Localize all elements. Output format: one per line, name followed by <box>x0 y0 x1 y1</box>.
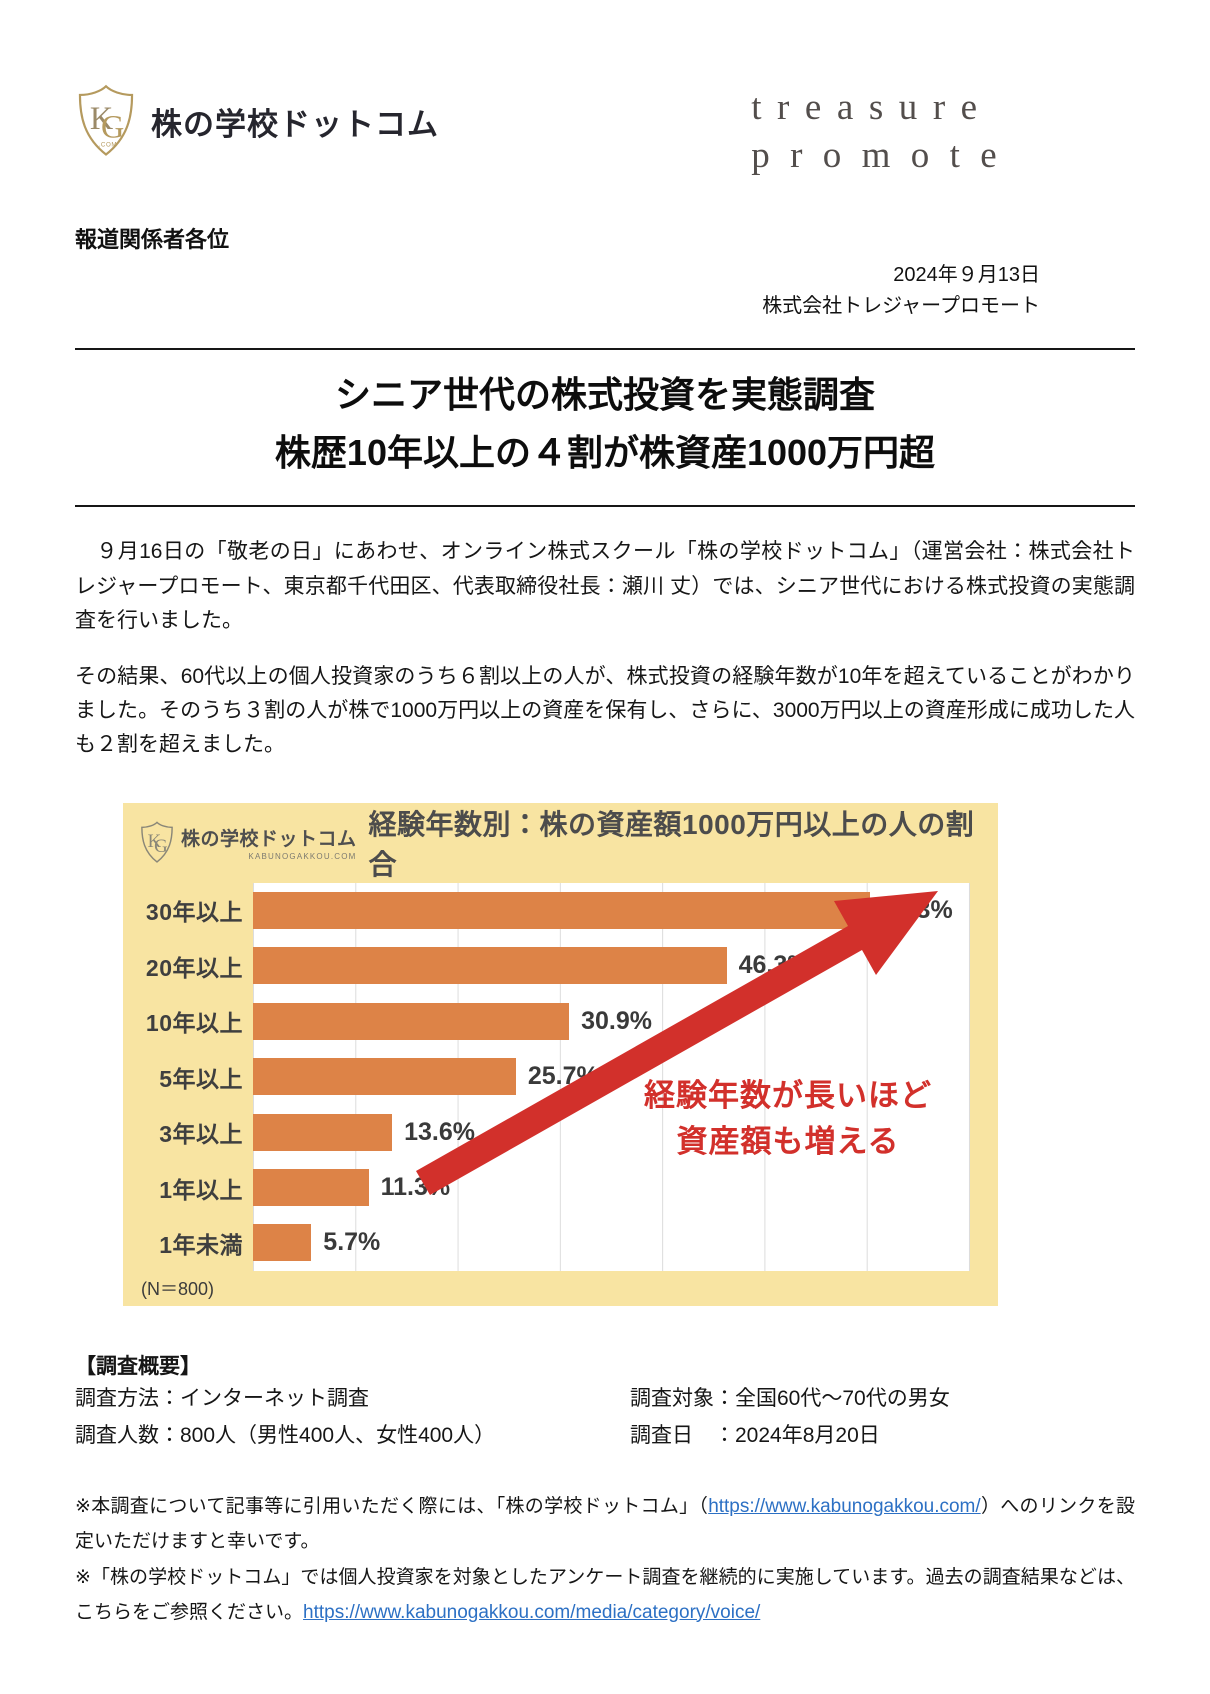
note-1-post: ）へのリンクを設定いただけますと幸いです。 <box>75 1496 1135 1553</box>
chart-bar-value: 46.3% <box>738 951 810 980</box>
treasure-promote-line1: treasure <box>751 87 993 128</box>
chart-bar-row: 46.3% <box>253 938 969 993</box>
kg-shield-icon: K G .COM <box>78 84 134 156</box>
chart-logo-name: 株の学校ドットコム <box>181 829 357 851</box>
date-company-block: 2024年９月13日 株式会社トレジャープロモート <box>75 260 1135 322</box>
chart-category-label: 10年以上 <box>145 1010 243 1037</box>
chart-category-labels: 30年以上 20年以上 10年以上 5年以上 3年以上 1年以上 1年未満 <box>123 883 253 1271</box>
kabunogakkou-logo: K G .COM 株の学校ドットコム <box>75 84 439 158</box>
kabunogakkou-voice-link[interactable]: https://www.kabunogakkou.com/media/categ… <box>303 1601 761 1623</box>
page-title-line2: 株歴10年以上の４割が株資産1000万円超 <box>274 431 936 473</box>
svg-text:G: G <box>101 109 124 145</box>
chart-logo: K G 株の学校ドットコム KABUNOGAKKOU.COM <box>123 821 357 864</box>
svg-text:G: G <box>154 836 168 857</box>
release-date: 2024年９月13日 <box>893 264 1040 287</box>
page-title: シニア世代の株式投資を実態調査 株歴10年以上の４割が株資産1000万円超 <box>75 350 1135 505</box>
chart-bar <box>253 891 870 929</box>
chart-logo-texts: 株の学校ドットコム KABUNOGAKKOU.COM <box>181 824 357 861</box>
chart-category-label: 20年以上 <box>145 954 243 981</box>
chart-annotation-line1: 経験年数が長いほど <box>644 1077 932 1113</box>
chart-annotation-line2: 資産額も増える <box>676 1124 900 1160</box>
chart-bar-row: 30.9% <box>253 994 969 1049</box>
chart-bar <box>253 1002 570 1040</box>
addressee: 報道関係者各位 <box>75 227 230 253</box>
footer-notes: ※本調査について記事等に引用いただく際には、「株の学校ドットコム」（https:… <box>75 1489 1135 1630</box>
chart-bar-value: 13.6% <box>404 1117 475 1146</box>
chart-bar <box>253 1113 393 1151</box>
experience-assets-chart: K G 株の学校ドットコム KABUNOGAKKOU.COM 経験年数別：株の資… <box>123 802 998 1306</box>
survey-sample-size: 調査人数：800人（男性400人、女性400人） <box>75 1424 496 1448</box>
chart-bar <box>253 1224 312 1262</box>
kabunogakkou-logo-text: 株の学校ドットコム <box>151 106 439 142</box>
chart-category-label: 5年以上 <box>159 1065 243 1092</box>
treasure-promote-logo: treasure promote <box>751 84 1017 180</box>
survey-overview: 【調査概要】 調査方法：インターネット調査 調査対象：全国60代～70代の男女 … <box>75 1350 1135 1456</box>
chart-bar-value: 25.7% <box>527 1062 599 1091</box>
chart-category-label: 1年以上 <box>159 1176 243 1203</box>
kabunogakkou-home-link[interactable]: https://www.kabunogakkou.com/ <box>708 1496 981 1518</box>
company-name: 株式会社トレジャープロモート <box>762 295 1040 318</box>
chart-kg-shield-icon: K G <box>141 821 173 864</box>
chart-annotation: 経験年数が長いほど 資産額も増える <box>623 1073 953 1166</box>
chart-category-label: 3年以上 <box>159 1121 243 1148</box>
chart-bar-value: 11.3% <box>380 1173 451 1201</box>
chart-title: 経験年数別：株の資産額1000万円以上の人の割合 <box>368 808 975 880</box>
note-2-pre: ※「株の学校ドットコム」では個人投資家を対象としたアンケート調査を継続的に実施し… <box>75 1566 1135 1623</box>
survey-method: 調査方法：インターネット調査 <box>75 1386 369 1410</box>
svg-text:K: K <box>90 100 113 136</box>
chart-logo-sub: KABUNOGAKKOU.COM <box>248 852 357 862</box>
chart-bar <box>253 1169 369 1206</box>
note-2: ※「株の学校ドットコム」では個人投資家を対象としたアンケート調査を継続的に実施し… <box>75 1560 1135 1630</box>
chart-category-label: 30年以上 <box>145 899 243 926</box>
chart-bar-value: 5.7% <box>323 1228 381 1257</box>
chart-bar-row: 5.7% <box>253 1215 969 1270</box>
title-rule-bottom <box>75 505 1135 508</box>
survey-heading: 【調査概要】 <box>75 1354 201 1378</box>
survey-target: 調査対象：全国60代～70代の男女 <box>630 1386 950 1410</box>
chart-bar-row: 11.3% <box>253 1160 969 1215</box>
svg-text:K: K <box>148 831 162 852</box>
page-title-line1: シニア世代の株式投資を実態調査 <box>334 374 875 416</box>
chart-bar <box>253 1058 516 1096</box>
note-1-pre: ※本調査について記事等に引用いただく際には、「株の学校ドットコム」（ <box>75 1496 709 1518</box>
survey-row-2: 調査人数：800人（男性400人、女性400人） 調査日 ：2024年8月20日 <box>75 1417 1135 1455</box>
chart-bar <box>253 947 727 985</box>
body-paragraph-1: ９月16日の「敬老の日」にあわせ、オンライン株式スクール「株の学校ドットコム」（… <box>75 540 1135 632</box>
chart-category-label: 1年未満 <box>159 1231 243 1258</box>
survey-date: 調査日 ：2024年8月20日 <box>630 1424 880 1448</box>
chart-bar-value: 30.9% <box>581 1006 652 1035</box>
chart-bar-value: 60.3% <box>881 895 953 924</box>
body-paragraph-2: その結果、60代以上の個人投資家のうち６割以上の人が、株式投資の経験年数が10年… <box>75 665 1135 757</box>
svg-text:.COM: .COM <box>99 141 118 148</box>
treasure-promote-line2: promote <box>751 135 1017 177</box>
note-1: ※本調査について記事等に引用いただく際には、「株の学校ドットコム」（https:… <box>75 1489 1135 1559</box>
header: K G .COM 株の学校ドットコム treasure promote <box>75 0 1135 180</box>
chart-bar-row: 60.3% <box>253 883 969 938</box>
survey-row-1: 調査方法：インターネット調査 調査対象：全国60代～70代の男女 <box>75 1380 1135 1418</box>
title-rule-top <box>75 348 1135 351</box>
chart-sample-note: (N＝800) <box>141 1279 215 1300</box>
chart-header: K G 株の学校ドットコム KABUNOGAKKOU.COM 経験年数別：株の資… <box>123 803 998 883</box>
